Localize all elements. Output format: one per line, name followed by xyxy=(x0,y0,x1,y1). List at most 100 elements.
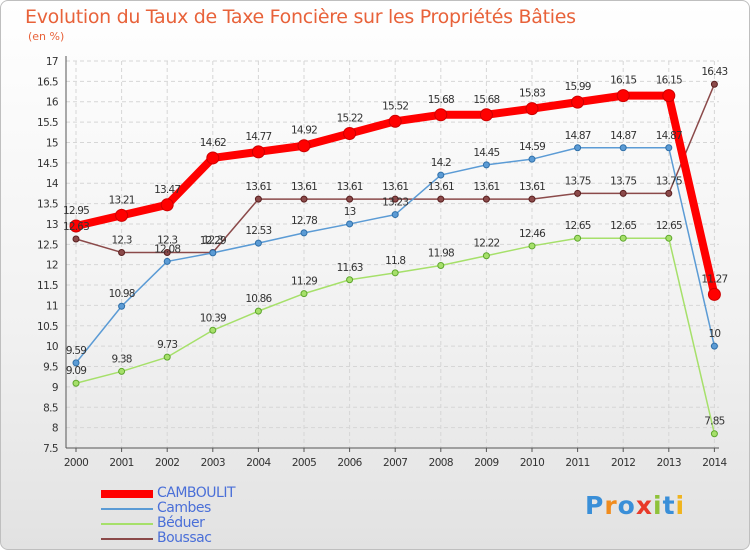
data-point-cambes xyxy=(710,342,718,350)
data-label-boussac: 13.75 xyxy=(565,175,591,187)
data-label-boussac: 13.61 xyxy=(473,181,499,193)
data-label-cambes: 12.08 xyxy=(154,243,180,255)
data-point-beduer xyxy=(574,234,582,242)
data-point-beduer xyxy=(482,252,490,260)
data-point-camboulit xyxy=(69,219,83,233)
data-label-beduer: 9.09 xyxy=(66,365,86,377)
x-tick-label: 2000 xyxy=(64,457,88,469)
data-point-cambes xyxy=(346,220,354,228)
x-tick-label: 2002 xyxy=(155,457,179,469)
x-tick-label: 2006 xyxy=(337,457,362,469)
data-point-boussac xyxy=(574,189,582,197)
data-label-camboulit: 14.92 xyxy=(291,125,317,137)
data-label-cambes: 12.78 xyxy=(291,215,317,227)
x-tick-label: 2001 xyxy=(109,457,133,469)
data-label-camboulit: 12.95 xyxy=(63,205,89,217)
data-point-cambes xyxy=(300,229,308,237)
data-label-beduer: 9.38 xyxy=(112,353,132,365)
data-point-boussac xyxy=(665,189,673,197)
legend-label: CAMBOULIT xyxy=(157,485,236,501)
data-label-boussac: 13.61 xyxy=(291,181,317,193)
x-tick-label: 2014 xyxy=(702,457,727,469)
data-label-camboulit: 15.83 xyxy=(519,88,545,100)
data-point-boussac xyxy=(346,195,354,203)
legend-label: Boussac xyxy=(157,530,212,546)
data-point-camboulit xyxy=(662,89,676,103)
data-point-camboulit xyxy=(525,102,539,116)
y-tick-label: 10.5 xyxy=(37,321,58,333)
y-tick-label: 17 xyxy=(46,56,58,68)
axes: 7.5 8 8.5 9 9.5 10 10.5 11 11.5 12 12.5 13 13.5 14 14.… xyxy=(37,56,728,469)
legend-label: Béduer xyxy=(157,515,205,531)
data-label-cambes: 12.53 xyxy=(245,225,271,237)
data-label-cambes: 13 xyxy=(344,206,356,218)
data-label-camboulit: 11.27 xyxy=(701,273,727,285)
y-tick-label: 13.5 xyxy=(37,199,58,211)
x-tick-label: 2007 xyxy=(383,457,407,469)
legend-swatch-beduer xyxy=(101,522,153,525)
data-label-beduer: 7.85 xyxy=(704,416,724,428)
data-point-beduer xyxy=(437,261,445,269)
x-tick-label: 2012 xyxy=(611,457,635,469)
data-label-camboulit: 15.68 xyxy=(473,94,499,106)
data-point-beduer xyxy=(254,307,262,315)
data-point-beduer xyxy=(619,234,627,242)
data-label-beduer: 11.98 xyxy=(428,247,454,259)
data-label-cambes: 14.87 xyxy=(656,130,682,142)
data-label-camboulit: 15.52 xyxy=(382,100,408,112)
data-point-cambes xyxy=(209,249,217,257)
x-tick-label: 2003 xyxy=(201,457,225,469)
data-point-boussac xyxy=(300,195,308,203)
data-point-camboulit xyxy=(479,108,493,122)
data-label-camboulit: 15.99 xyxy=(565,81,591,93)
data-labels: 12.95 13.21 13.47 14.62 14.77 14.92 15.22 15.52… xyxy=(63,66,728,428)
data-label-cambes: 13.23 xyxy=(382,197,408,209)
data-point-camboulit xyxy=(115,208,129,222)
y-tick-label: 16 xyxy=(46,97,59,109)
data-point-beduer xyxy=(300,290,308,298)
x-tick-label: 2013 xyxy=(657,457,681,469)
data-point-cambes xyxy=(482,161,490,169)
data-point-boussac xyxy=(437,195,445,203)
data-point-beduer xyxy=(391,269,399,277)
data-label-boussac: 13.75 xyxy=(610,175,636,187)
y-tick-label: 11 xyxy=(46,300,58,312)
data-label-boussac: 12.63 xyxy=(63,221,89,233)
data-point-camboulit xyxy=(160,198,174,212)
data-point-beduer xyxy=(163,353,171,361)
data-label-camboulit: 15.22 xyxy=(337,113,363,125)
data-label-camboulit: 13.47 xyxy=(154,184,180,196)
data-label-beduer: 12.46 xyxy=(519,228,546,240)
data-label-beduer: 12.65 xyxy=(610,220,636,232)
data-label-beduer: 12.65 xyxy=(656,220,682,232)
y-tick-label: 8.5 xyxy=(43,402,58,414)
x-tick-label: 2008 xyxy=(429,457,453,469)
data-point-camboulit xyxy=(434,108,448,122)
data-label-camboulit: 15.68 xyxy=(428,94,454,106)
data-point-beduer xyxy=(710,430,718,438)
y-tick-label: 13 xyxy=(46,219,58,231)
chart-title: Evolution du Taux de Taxe Foncière sur l… xyxy=(25,6,576,28)
data-point-cambes xyxy=(254,239,262,247)
data-point-cambes xyxy=(665,144,673,152)
data-point-boussac xyxy=(391,195,399,203)
data-point-cambes xyxy=(528,155,536,163)
data-label-boussac: 16.43 xyxy=(701,66,727,78)
data-label-boussac: 13.61 xyxy=(428,181,454,193)
data-point-camboulit xyxy=(251,145,265,159)
data-label-beduer: 12.22 xyxy=(473,238,499,250)
y-tick-label: 10 xyxy=(46,341,58,353)
x-tick-label: 2005 xyxy=(292,457,316,469)
data-point-cambes xyxy=(391,211,399,219)
y-tick-label: 16.5 xyxy=(37,76,58,88)
y-tick-label: 15 xyxy=(46,137,58,149)
legend-label: Cambes xyxy=(157,500,211,516)
data-point-boussac xyxy=(163,248,171,256)
logo-letter: i xyxy=(675,491,686,520)
data-point-boussac xyxy=(482,195,490,203)
grid xyxy=(66,60,719,449)
data-label-cambes: 14.2 xyxy=(431,157,451,169)
data-label-boussac: 13.61 xyxy=(382,181,408,193)
